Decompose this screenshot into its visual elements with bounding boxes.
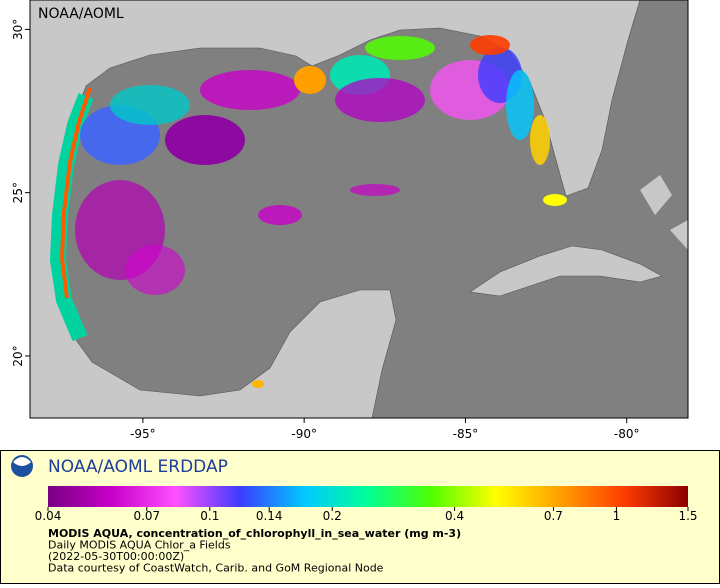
caption-line: Data courtesy of CoastWatch, Carib. and … bbox=[48, 562, 384, 575]
colorbar-tick-label: 0.14 bbox=[256, 509, 283, 523]
colorbar-tick-label: 0.04 bbox=[35, 509, 62, 523]
chlorophyll-texas-inner bbox=[59, 87, 92, 299]
caption-line: Daily MODIS AQUA Chlor_a Fields bbox=[48, 539, 231, 552]
caption-line: MODIS AQUA, concentration_of_chlorophyll… bbox=[48, 527, 461, 540]
map-frame bbox=[29, 0, 689, 419]
colorbar-tick-label: 1.5 bbox=[678, 509, 697, 523]
chlorophyll-patch bbox=[365, 36, 435, 60]
chlorophyll-patch bbox=[294, 66, 326, 94]
colorbar-tick-label: 0.7 bbox=[544, 509, 563, 523]
x-tick-label: -85° bbox=[453, 427, 479, 441]
colorbar-tick-label: 0.4 bbox=[445, 509, 464, 523]
x-tick-label: -80° bbox=[614, 427, 640, 441]
colorbar-tick-label: 0.2 bbox=[323, 509, 342, 523]
chlorophyll-patch bbox=[335, 78, 425, 122]
caption: MODIS AQUA, concentration_of_chlorophyll… bbox=[48, 527, 461, 575]
colorbar-tick-label: 1 bbox=[613, 509, 621, 523]
colorbar-tick-label: 0.07 bbox=[133, 509, 160, 523]
y-tick-label: 25° bbox=[11, 182, 25, 203]
map-title: NOAA/AOML bbox=[38, 6, 124, 22]
chlorophyll-texas-coast bbox=[49, 93, 94, 342]
colorbar-tick-label: 0.1 bbox=[200, 509, 219, 523]
y-tick-label: 20° bbox=[11, 345, 25, 366]
chlorophyll-patch bbox=[125, 245, 185, 295]
legend-panel bbox=[0, 450, 720, 584]
chlorophyll-patch bbox=[543, 194, 567, 206]
chlorophyll-patch bbox=[506, 70, 534, 140]
logo-bird bbox=[13, 457, 31, 466]
chlorophyll-patch bbox=[252, 380, 264, 388]
chlorophyll-patch bbox=[350, 184, 400, 196]
chlorophyll-patch bbox=[200, 70, 300, 110]
land-cuba bbox=[469, 245, 663, 297]
legend-title: NOAA/AOML ERDDAP bbox=[48, 457, 228, 477]
x-tick-label: -90° bbox=[291, 427, 317, 441]
map: NOAA/AOML bbox=[30, 0, 688, 418]
colorbar-axis: 0.04 0.07 0.1 0.14 0.2 0.4 0.7 1 1.5 bbox=[35, 507, 698, 523]
land-north bbox=[30, 0, 641, 418]
chlorophyll-patch bbox=[110, 85, 190, 125]
axes: -95° -90° -85° -80° 20° 25° 30° bbox=[11, 19, 640, 441]
caption-line: (2022-05-30T00:00:00Z) bbox=[48, 550, 184, 563]
chlorophyll-patch bbox=[165, 115, 245, 165]
colorbar bbox=[48, 486, 688, 507]
chlorophyll-patch bbox=[470, 35, 510, 55]
chlorophyll-patch bbox=[530, 115, 550, 165]
y-tick-label: 30° bbox=[11, 19, 25, 40]
land-bahamas bbox=[640, 175, 688, 250]
logo bbox=[11, 455, 33, 477]
chlorophyll-patch bbox=[258, 205, 302, 225]
x-tick-label: -95° bbox=[130, 427, 156, 441]
